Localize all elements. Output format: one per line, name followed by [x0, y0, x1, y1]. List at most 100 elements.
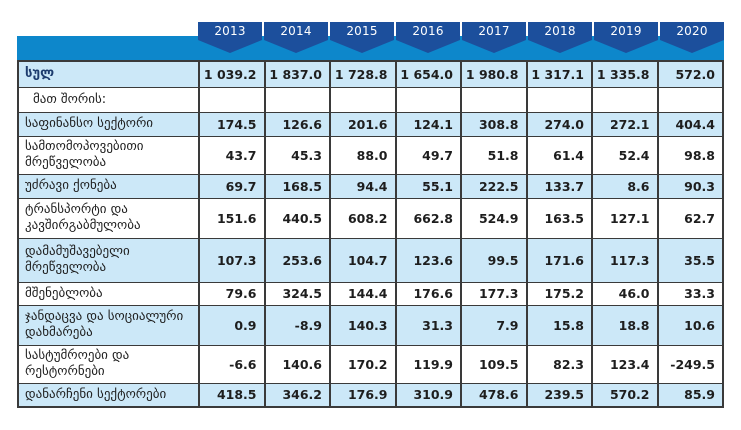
cell-2020 — [656, 86, 724, 113]
table-header: 2013 2014 2015 2016 2017 2018 2019 2020 — [17, 22, 724, 60]
year-ribbon-shape — [462, 22, 526, 53]
cell-2017: 7.9 — [460, 304, 527, 346]
year-label: 2020 — [676, 24, 708, 38]
cell-2020: 404.4 — [656, 111, 724, 137]
cell-2013: 174.5 — [198, 111, 265, 137]
cell-2014: 140.6 — [263, 344, 331, 384]
cell-2019: 570.2 — [591, 382, 658, 408]
row-label: სამთომოპოვებითი მრეწველობა — [17, 135, 200, 175]
cell-2017: 109.5 — [460, 344, 527, 384]
cell-2017: 308.8 — [460, 111, 527, 137]
year-ribbon-shape — [660, 22, 724, 53]
cell-2015: 88.0 — [329, 135, 396, 175]
cell-2020: 35.5 — [656, 237, 724, 283]
cell-2018: 163.5 — [525, 197, 593, 239]
cell-2018: 61.4 — [525, 135, 593, 175]
year-header-2016: 2016 — [396, 22, 460, 60]
year-label: 2017 — [478, 24, 510, 38]
cell-2016: 49.7 — [394, 135, 462, 175]
cell-2017: 222.5 — [460, 173, 527, 199]
row-sector-4: დამამუშავებელი მრეწველობა 107.3 253.6 104.7… — [17, 237, 724, 283]
cell-2013: 0.9 — [198, 304, 265, 346]
row-sector-2: უძრავი ქონება 69.7 168.5 94.4 55.1 222.5 133.7… — [17, 173, 724, 199]
cell-2019: 123.4 — [591, 344, 658, 384]
cell-2018: 15.8 — [525, 304, 593, 346]
row-label: სულ — [17, 60, 200, 88]
cell-2014: 126.6 — [263, 111, 331, 137]
cell-2019: 18.8 — [591, 304, 658, 346]
row-label: ტრანსპორტი და კავშირგაბმულობა — [17, 197, 200, 239]
cell-2015: 144.4 — [329, 281, 396, 306]
row-label: მათ შორის: — [17, 86, 200, 113]
sectors-by-year-table: სულ 1 039.2 1 837.0 1 728.8 1 654.0 1 980.8 1 … — [17, 60, 724, 408]
cell-2018 — [525, 86, 593, 113]
cell-2018: 239.5 — [525, 382, 593, 408]
cell-2014 — [263, 86, 331, 113]
row-label: დამამუშავებელი მრეწველობა — [17, 237, 200, 283]
row-sector-6: ჯანდაცვა და სოციალური დახმარება 0.9 -8.9 14… — [17, 304, 724, 346]
year-header-2020: 2020 — [660, 22, 724, 60]
cell-2018: 82.3 — [525, 344, 593, 384]
row-label: ჯანდაცვა და სოციალური დახმარება — [17, 304, 200, 346]
cell-2016: 176.6 — [394, 281, 462, 306]
year-ribbon-shape — [264, 22, 328, 53]
row-sector-3: ტრანსპორტი და კავშირგაბმულობა 151.6 440.5 6… — [17, 197, 724, 239]
year-ribbon-shape — [198, 22, 262, 53]
row-sector-5: მშენებლობა 79.6 324.5 144.4 176.6 177.3 175.2 4… — [17, 281, 724, 306]
cell-2015: 104.7 — [329, 237, 396, 283]
cell-2015: 608.2 — [329, 197, 396, 239]
cell-2014: 346.2 — [263, 382, 331, 408]
cell-2016: 1 654.0 — [394, 60, 462, 88]
cell-2019: 46.0 — [591, 281, 658, 306]
cell-2016: 31.3 — [394, 304, 462, 346]
cell-2015: 170.2 — [329, 344, 396, 384]
cell-2017: 478.6 — [460, 382, 527, 408]
cell-2014: -8.9 — [263, 304, 331, 346]
year-header-2013: 2013 — [198, 22, 262, 60]
cell-2019: 127.1 — [591, 197, 658, 239]
year-header-2019: 2019 — [594, 22, 658, 60]
year-label: 2019 — [610, 24, 642, 38]
cell-2020: 10.6 — [656, 304, 724, 346]
cell-2014: 440.5 — [263, 197, 331, 239]
row-label: მშენებლობა — [17, 281, 200, 306]
row-sector-0: საფინანსო სექტორი 174.5 126.6 201.6 124.1 308… — [17, 111, 724, 137]
cell-2020: 90.3 — [656, 173, 724, 199]
cell-2020: 98.8 — [656, 135, 724, 175]
row-label: უძრავი ქონება — [17, 173, 200, 199]
table-body: სულ 1 039.2 1 837.0 1 728.8 1 654.0 1 980.8 1 … — [17, 60, 724, 408]
cell-2013 — [198, 86, 265, 113]
cell-2013: 1 039.2 — [198, 60, 265, 88]
year-header-2017: 2017 — [462, 22, 526, 60]
cell-2017: 177.3 — [460, 281, 527, 306]
cell-2019: 1 335.8 — [591, 60, 658, 88]
year-ribbon-shape — [594, 22, 658, 53]
cell-2018: 274.0 — [525, 111, 593, 137]
cell-2015 — [329, 86, 396, 113]
row-sector-1: სამთომოპოვებითი მრეწველობა 43.7 45.3 88.0 49… — [17, 135, 724, 175]
cell-2013: 151.6 — [198, 197, 265, 239]
year-ribbon-shape — [330, 22, 394, 53]
cell-2018: 171.6 — [525, 237, 593, 283]
cell-2019: 52.4 — [591, 135, 658, 175]
year-ribbon-shape — [528, 22, 592, 53]
cell-2016 — [394, 86, 462, 113]
cell-2015: 1 728.8 — [329, 60, 396, 88]
cell-2018: 1 317.1 — [525, 60, 593, 88]
row-sector-7: სასტუმროები და რესტორნები -6.6 140.6 170.2 1… — [17, 344, 724, 384]
cell-2013: 107.3 — [198, 237, 265, 283]
cell-2016: 123.6 — [394, 237, 462, 283]
year-ribbon-shape — [396, 22, 460, 53]
cell-2019: 272.1 — [591, 111, 658, 137]
cell-2019: 8.6 — [591, 173, 658, 199]
year-header-row: 2013 2014 2015 2016 2017 2018 2019 2020 — [198, 22, 724, 60]
year-label: 2018 — [544, 24, 576, 38]
cell-2013: -6.6 — [198, 344, 265, 384]
cell-2015: 140.3 — [329, 304, 396, 346]
cell-2019: 117.3 — [591, 237, 658, 283]
year-label: 2014 — [280, 24, 312, 38]
cell-2020: 85.9 — [656, 382, 724, 408]
cell-2016: 662.8 — [394, 197, 462, 239]
year-label: 2016 — [412, 24, 444, 38]
